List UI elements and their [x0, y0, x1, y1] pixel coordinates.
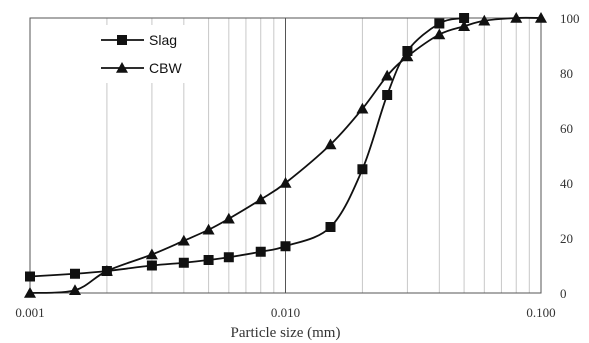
y-tick-label: 40 — [560, 176, 573, 191]
legend-marker-cbw — [116, 62, 128, 73]
data-point-cbw — [458, 20, 471, 32]
data-point-slag — [325, 222, 336, 232]
gridlines — [29, 18, 542, 293]
data-point-cbw — [535, 12, 547, 23]
legend-label-cbw: CBW — [149, 60, 182, 76]
y-tick-label: 60 — [560, 121, 573, 136]
series-layer — [24, 12, 547, 298]
data-point-slag — [25, 271, 35, 282]
series-line-slag — [29, 17, 465, 278]
data-point-cbw — [356, 102, 369, 114]
x-tick-label: 0.001 — [15, 305, 44, 320]
data-point-slag — [434, 18, 445, 29]
data-point-cbw — [100, 265, 113, 276]
data-point-cbw — [177, 234, 190, 246]
data-point-cbw — [324, 138, 337, 150]
series-cbw — [24, 12, 547, 298]
data-point-slag — [382, 90, 393, 100]
data-point-cbw — [145, 248, 158, 260]
data-point-cbw — [478, 14, 491, 26]
data-point-slag — [357, 164, 368, 175]
data-point-cbw — [401, 50, 414, 62]
legend-label-slag: Slag — [149, 32, 177, 48]
y-tick-labels: 0 20 40 60 80 100 — [560, 11, 580, 301]
series-slag — [25, 13, 470, 282]
data-point-slag — [280, 241, 291, 252]
data-point-cbw — [222, 212, 235, 224]
data-point-slag — [178, 257, 189, 268]
data-point-slag — [223, 252, 234, 263]
data-point-cbw — [433, 28, 446, 40]
x-tick-label: 0.010 — [271, 305, 300, 320]
data-point-cbw — [202, 223, 215, 235]
data-point-slag — [459, 13, 470, 23]
data-point-cbw — [24, 287, 36, 298]
plot-area-frame — [29, 17, 542, 294]
x-tick-labels: 0.001 0.010 0.100 — [15, 305, 555, 320]
data-point-cbw — [254, 193, 267, 205]
data-point-cbw — [510, 12, 523, 23]
data-point-slag — [255, 246, 266, 257]
y-tick-label: 0 — [560, 286, 567, 301]
y-tick-label: 100 — [560, 11, 580, 26]
legend-background — [96, 25, 191, 83]
x-tick-label: 0.100 — [526, 305, 555, 320]
legend: Slag CBW — [96, 25, 191, 83]
legend-item-cbw: CBW — [101, 60, 182, 76]
legend-marker-slag — [117, 35, 127, 45]
y-tick-label: 80 — [560, 66, 573, 81]
data-point-cbw — [381, 69, 394, 81]
data-point-cbw — [279, 177, 292, 188]
data-point-slag — [69, 268, 80, 279]
x-axis-title: Particle size (mm) — [231, 325, 341, 341]
data-point-cbw — [68, 284, 81, 296]
legend-item-slag: Slag — [101, 32, 177, 48]
data-point-slag — [203, 255, 214, 265]
data-point-slag — [146, 260, 157, 271]
y-tick-label: 20 — [560, 231, 573, 246]
